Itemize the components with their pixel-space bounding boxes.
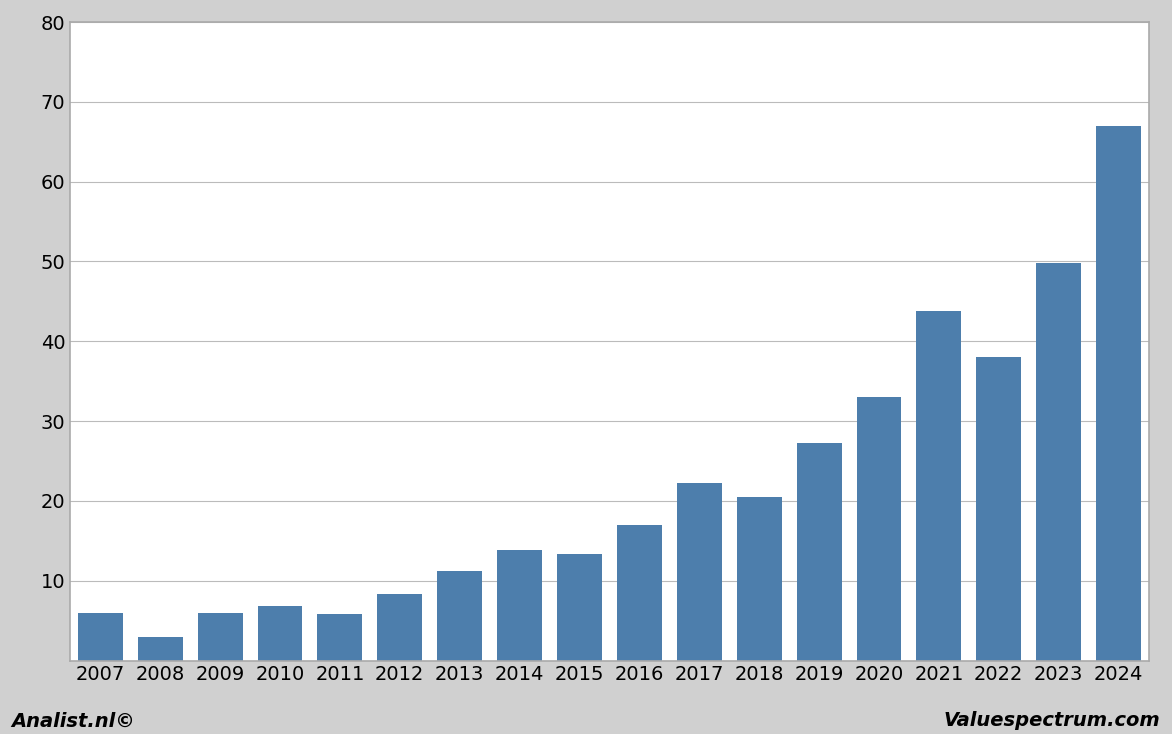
Text: Analist.nl©: Analist.nl© [12, 711, 136, 730]
Bar [1096, 126, 1142, 661]
Bar [497, 550, 541, 661]
Bar [737, 497, 782, 661]
Bar [437, 571, 482, 661]
Bar [557, 554, 602, 661]
Bar [976, 357, 1021, 661]
Bar [138, 636, 183, 661]
Bar [676, 484, 722, 661]
Text: Valuespectrum.com: Valuespectrum.com [943, 711, 1160, 730]
Bar [616, 525, 662, 661]
Bar [318, 614, 362, 661]
Bar [1036, 263, 1082, 661]
Bar [258, 606, 302, 661]
Bar [797, 443, 841, 661]
Bar [377, 595, 422, 661]
Bar [198, 613, 243, 661]
Bar [917, 311, 961, 661]
Bar [77, 613, 123, 661]
Bar [857, 397, 901, 661]
